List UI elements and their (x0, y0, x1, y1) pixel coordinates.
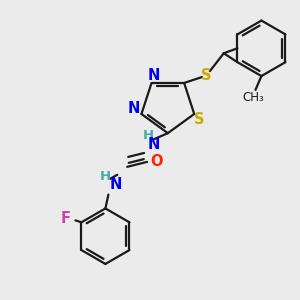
Text: S: S (201, 68, 211, 82)
Text: F: F (61, 211, 70, 226)
Text: N: N (109, 177, 122, 192)
Text: H: H (100, 170, 111, 183)
Text: O: O (151, 154, 163, 169)
Text: N: N (148, 136, 160, 152)
Text: S: S (194, 112, 204, 128)
Text: N: N (147, 68, 160, 82)
Text: H: H (142, 129, 154, 142)
Text: CH₃: CH₃ (243, 91, 264, 104)
Text: N: N (127, 100, 140, 116)
